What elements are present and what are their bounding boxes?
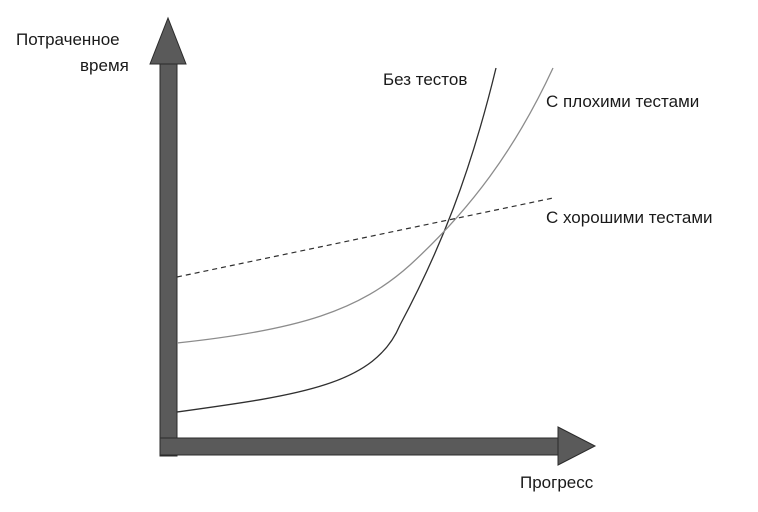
x-axis-label: Прогресс: [520, 473, 594, 492]
label-good-tests: С хорошими тестами: [546, 208, 713, 227]
y-axis-arrow: [149, 16, 187, 457]
curve-no-tests: [176, 67, 497, 413]
label-bad-tests: С плохими тестами: [546, 92, 699, 111]
y-axis-label-line2: время: [80, 56, 129, 75]
label-no-tests: Без тестов: [383, 70, 467, 89]
curve-good-tests: [176, 197, 554, 278]
curve-bad-tests: [176, 67, 554, 344]
x-axis-arrow: [159, 426, 597, 466]
y-axis-label-line1: Потраченное: [16, 30, 120, 49]
